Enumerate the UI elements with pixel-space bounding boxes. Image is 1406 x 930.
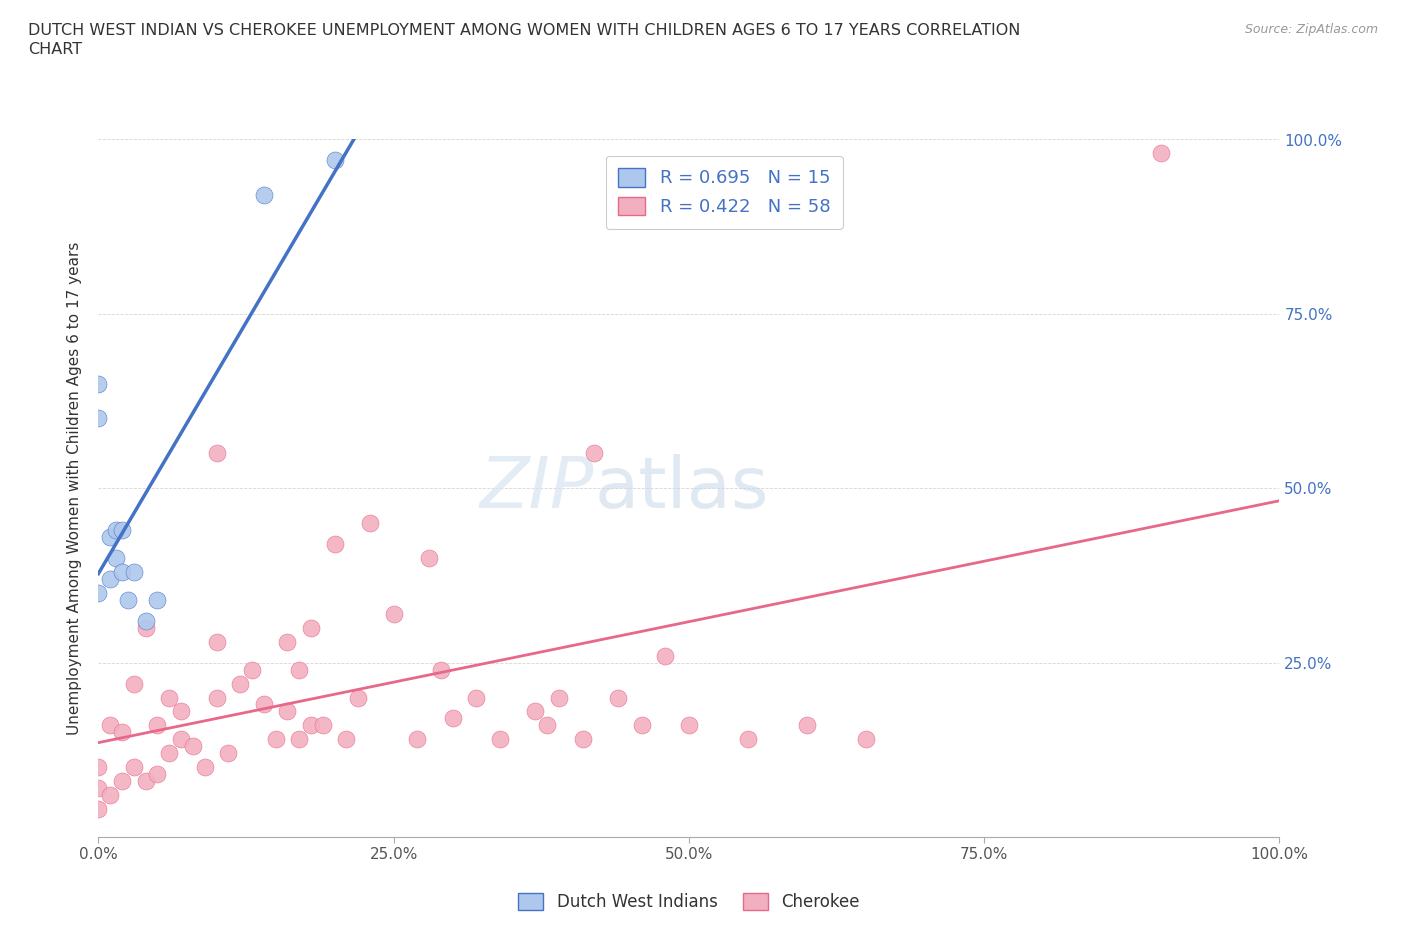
Point	[288, 732, 311, 747]
Point	[441, 711, 464, 725]
Point	[347, 690, 370, 705]
Point	[194, 760, 217, 775]
Point	[1150, 146, 1173, 161]
Point	[111, 725, 134, 740]
Point	[406, 732, 429, 747]
Point	[205, 690, 228, 705]
Point	[583, 445, 606, 460]
Y-axis label: Unemployment Among Women with Children Ages 6 to 17 years: Unemployment Among Women with Children A…	[67, 242, 83, 735]
Point	[122, 760, 145, 775]
Text: DUTCH WEST INDIAN VS CHEROKEE UNEMPLOYMENT AMONG WOMEN WITH CHILDREN AGES 6 TO 1: DUTCH WEST INDIAN VS CHEROKEE UNEMPLOYME…	[28, 23, 1021, 38]
Legend: Dutch West Indians, Cherokee: Dutch West Indians, Cherokee	[510, 884, 868, 920]
Point	[98, 530, 121, 545]
Point	[135, 620, 157, 635]
Point	[607, 690, 630, 705]
Point	[229, 676, 252, 691]
Point	[157, 690, 180, 705]
Point	[489, 732, 512, 747]
Point	[205, 634, 228, 649]
Point	[181, 738, 204, 753]
Point	[105, 551, 128, 565]
Point	[312, 718, 335, 733]
Point	[122, 676, 145, 691]
Point	[146, 766, 169, 781]
Point	[264, 732, 287, 747]
Point	[288, 662, 311, 677]
Point	[111, 774, 134, 789]
Point	[146, 592, 169, 607]
Point	[524, 704, 547, 719]
Point	[135, 774, 157, 789]
Point	[170, 704, 193, 719]
Point	[217, 746, 239, 761]
Point	[276, 634, 298, 649]
Point	[678, 718, 700, 733]
Text: CHART: CHART	[28, 42, 82, 57]
Text: Source: ZipAtlas.com: Source: ZipAtlas.com	[1244, 23, 1378, 36]
Point	[737, 732, 759, 747]
Point	[430, 662, 453, 677]
Point	[253, 188, 276, 203]
Point	[87, 760, 110, 775]
Point	[299, 620, 322, 635]
Point	[98, 788, 121, 803]
Point	[98, 571, 121, 587]
Point	[87, 586, 110, 601]
Point	[111, 523, 134, 538]
Point	[654, 648, 676, 663]
Point	[382, 606, 405, 621]
Point	[335, 732, 357, 747]
Point	[170, 732, 193, 747]
Point	[359, 515, 381, 530]
Point	[98, 718, 121, 733]
Point	[157, 746, 180, 761]
Point	[87, 376, 110, 391]
Point	[111, 565, 134, 579]
Point	[536, 718, 558, 733]
Point	[796, 718, 818, 733]
Point	[299, 718, 322, 733]
Point	[630, 718, 652, 733]
Point	[253, 698, 276, 712]
Point	[105, 523, 128, 538]
Point	[87, 802, 110, 817]
Text: ZIP: ZIP	[479, 454, 595, 523]
Point	[205, 445, 228, 460]
Point	[87, 411, 110, 426]
Point	[465, 690, 488, 705]
Point	[87, 781, 110, 796]
Point	[323, 537, 346, 551]
Point	[855, 732, 877, 747]
Point	[323, 153, 346, 168]
Point	[135, 614, 157, 629]
Point	[418, 551, 440, 565]
Point	[276, 704, 298, 719]
Text: atlas: atlas	[595, 454, 769, 523]
Point	[571, 732, 593, 747]
Point	[146, 718, 169, 733]
Point	[240, 662, 263, 677]
Point	[122, 565, 145, 579]
Point	[548, 690, 571, 705]
Point	[117, 592, 139, 607]
